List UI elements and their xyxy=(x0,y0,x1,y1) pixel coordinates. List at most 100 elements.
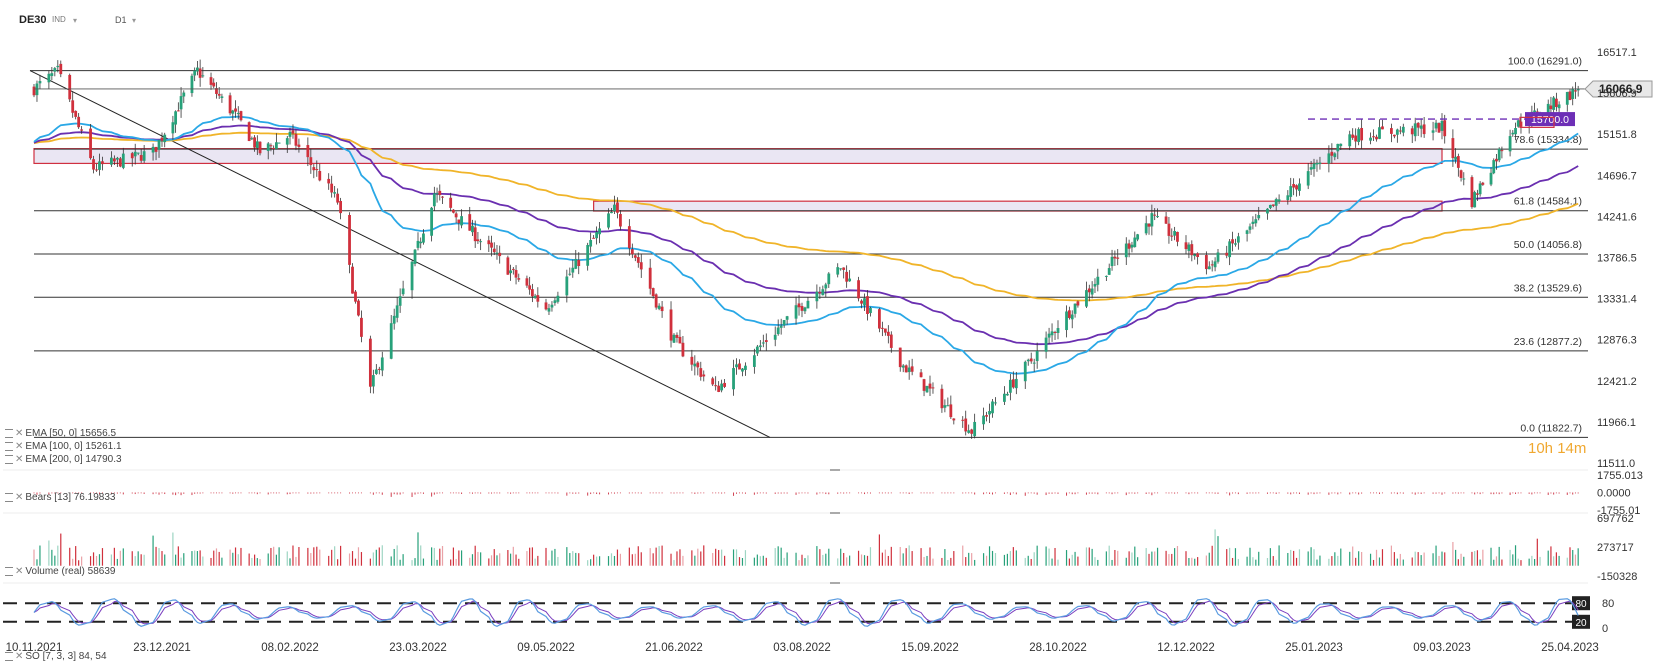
stochastic-k-line xyxy=(33,598,1579,627)
bears-bar xyxy=(1452,492,1454,494)
volume-bar xyxy=(278,547,280,566)
bears-bar xyxy=(54,492,56,494)
volume-bar xyxy=(1531,555,1533,566)
bears-bar xyxy=(137,492,139,494)
candle-up xyxy=(56,65,60,68)
settings-icon[interactable] xyxy=(5,566,13,576)
close-icon[interactable]: ✕ xyxy=(15,454,24,465)
volume-bar xyxy=(1234,548,1237,566)
bears-bar xyxy=(825,492,827,495)
bears-bar xyxy=(1205,492,1207,494)
candle-up xyxy=(550,304,554,308)
candle-down xyxy=(1481,182,1485,185)
candle-down xyxy=(312,167,316,171)
volume-bar xyxy=(1399,553,1401,566)
bears-bar xyxy=(158,492,160,495)
ema50-legend[interactable]: ✕ EMA [50, 0] 15656.5 xyxy=(5,428,116,439)
settings-icon[interactable] xyxy=(5,492,13,502)
volume-bar xyxy=(1033,552,1035,566)
close-icon[interactable]: ✕ xyxy=(15,566,24,577)
bears-bar xyxy=(450,492,452,494)
candle-down xyxy=(1398,130,1402,132)
bears-bar xyxy=(1214,492,1216,494)
close-icon[interactable]: ✕ xyxy=(15,651,24,662)
bears-bar xyxy=(929,492,931,494)
bears-bar xyxy=(849,492,851,494)
volume-bar xyxy=(161,551,163,566)
candle-down xyxy=(339,200,343,214)
volume-bar xyxy=(968,552,970,566)
candle-up xyxy=(50,73,54,76)
candle-up xyxy=(1236,236,1240,243)
volume-bar xyxy=(988,546,991,566)
volume-bar xyxy=(786,552,788,566)
close-icon[interactable]: ✕ xyxy=(15,492,24,503)
bears-bar xyxy=(861,492,863,494)
bears-bar xyxy=(807,492,809,494)
volume-bar xyxy=(1114,549,1116,566)
symbol-label[interactable]: DE30 xyxy=(19,14,47,26)
bears-bar xyxy=(1352,492,1354,494)
volume-legend[interactable]: ✕ Volume (real) 58639 xyxy=(5,566,115,577)
volume-bar xyxy=(480,552,482,566)
volume-bar xyxy=(819,549,821,566)
volume-bar xyxy=(48,540,50,566)
candle-up xyxy=(907,367,911,373)
bears-bar xyxy=(1012,492,1014,494)
candle-down xyxy=(1416,122,1420,128)
bears-bar xyxy=(1528,492,1530,494)
bears-legend[interactable]: ✕ Bears [13] 76.19833 xyxy=(5,492,115,503)
candle-up xyxy=(1093,283,1097,287)
volume-bar xyxy=(1355,557,1357,566)
volume-bar xyxy=(351,551,354,566)
settings-icon[interactable] xyxy=(5,428,13,438)
volume-bar xyxy=(837,558,839,566)
candle-up xyxy=(1187,244,1191,251)
volume-bar xyxy=(1569,547,1571,566)
close-icon[interactable]: ✕ xyxy=(15,428,24,439)
ema100-legend[interactable]: ✕ EMA [100, 0] 15261.1 xyxy=(5,441,122,452)
bears-bar xyxy=(923,492,925,494)
chevron-down-icon[interactable]: ▾ xyxy=(73,16,78,25)
settings-icon[interactable] xyxy=(5,441,13,451)
bears-bar xyxy=(1051,492,1053,494)
bears-bar xyxy=(452,492,454,494)
bears-bar xyxy=(697,492,699,494)
close-icon[interactable]: ✕ xyxy=(15,441,24,452)
volume-bar xyxy=(310,553,312,566)
stochastic-legend[interactable]: ✕ SO [7, 3, 3] 84, 54 xyxy=(5,651,107,662)
bears-bar xyxy=(1420,492,1422,494)
volume-bar xyxy=(545,547,547,566)
bears-bar xyxy=(235,492,237,494)
candle-up xyxy=(988,411,991,415)
bears-bar xyxy=(1074,492,1076,495)
volume-bar xyxy=(703,545,705,566)
volume-bar xyxy=(1441,551,1443,566)
chevron-down-icon[interactable]: ▾ xyxy=(132,16,137,25)
candle-up xyxy=(755,346,759,354)
settings-icon[interactable] xyxy=(5,454,13,464)
interval-selector[interactable]: D1 xyxy=(115,15,127,25)
settings-icon[interactable] xyxy=(5,651,13,661)
ema200-legend[interactable]: ✕ EMA [200, 0] 14790.3 xyxy=(5,454,122,465)
candle-up xyxy=(1245,230,1249,234)
bears-bar xyxy=(1024,492,1026,496)
bears-bar xyxy=(780,492,782,494)
volume-bar xyxy=(572,551,574,566)
fibonacci-label: 61.8 (14584.1) xyxy=(1514,196,1582,208)
bears-bar xyxy=(759,492,761,494)
candle-up xyxy=(863,298,866,306)
volume-bar xyxy=(1381,549,1384,566)
candle-up xyxy=(1207,266,1211,270)
bears-bar xyxy=(352,492,354,494)
volume-bar xyxy=(777,546,779,566)
candle-up xyxy=(1050,331,1054,336)
bears-bar xyxy=(1438,492,1440,494)
candle-up xyxy=(1312,163,1316,169)
bears-bar xyxy=(1313,492,1315,495)
volume-bar xyxy=(92,552,95,566)
bears-bar xyxy=(881,492,883,494)
volume-bar xyxy=(1498,546,1500,566)
bears-bar xyxy=(1340,492,1342,494)
